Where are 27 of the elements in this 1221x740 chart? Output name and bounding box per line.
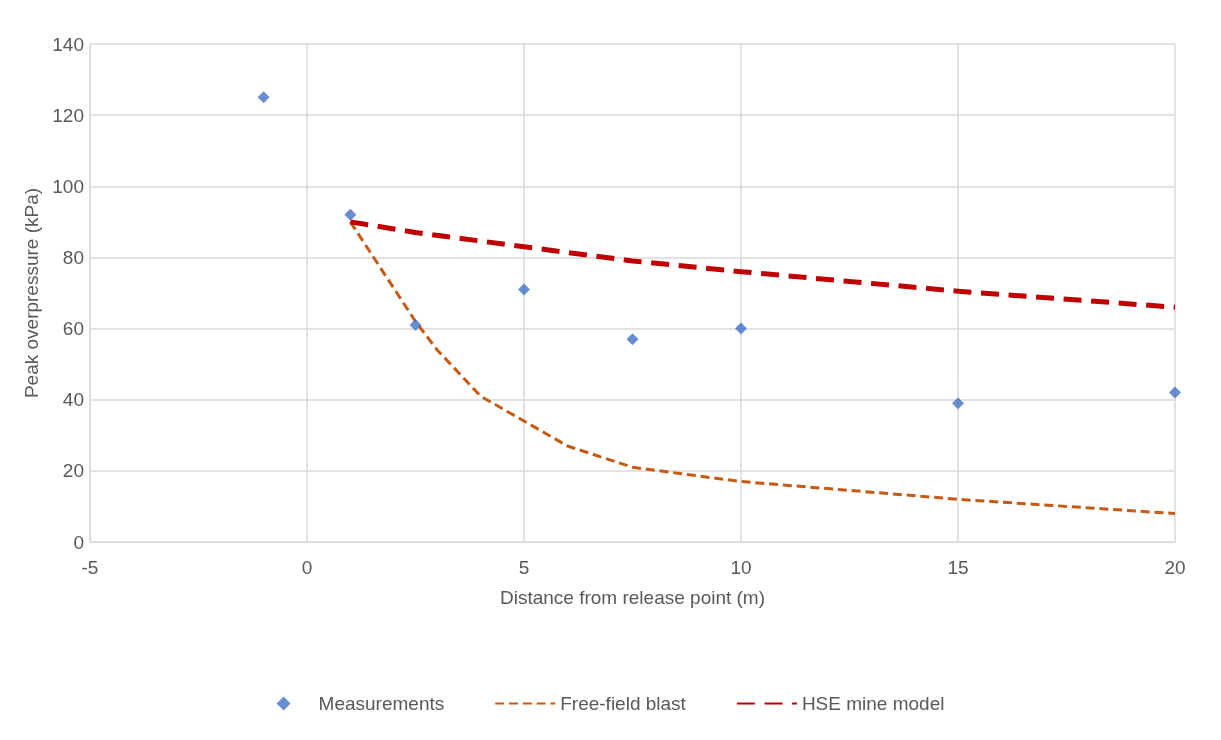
- point: [344, 208, 357, 221]
- y-tick-label: 140: [52, 33, 84, 55]
- legend-label: Free-field blast: [560, 693, 687, 714]
- x-tick-label: 5: [518, 557, 530, 578]
- point: [952, 397, 964, 410]
- x-tick-label: 20: [1164, 557, 1186, 578]
- y-tick-label: 0: [73, 531, 84, 553]
- point: [1169, 386, 1181, 399]
- x-tick-label: 10: [730, 557, 752, 578]
- y-tick-label: 120: [52, 104, 84, 126]
- y-tick-label: 20: [62, 460, 84, 482]
- y-tick-label: 40: [62, 389, 84, 411]
- x-axis-title: Distance from release point (m): [499, 587, 766, 608]
- legend-label: HSE mine model: [801, 693, 945, 714]
- x-tick-label: -5: [81, 557, 99, 578]
- y-tick-label: 80: [62, 246, 84, 268]
- point: [518, 283, 530, 296]
- point: [626, 333, 639, 346]
- y-axis-title: Peak overpressure (kPa): [21, 187, 43, 399]
- x-tick-label: 0: [301, 557, 313, 578]
- y-tick-label: 60: [62, 318, 84, 340]
- legend-label: Measurements: [318, 693, 445, 714]
- point: [409, 319, 422, 332]
- y-tick-label: 100: [52, 175, 84, 197]
- point: [735, 322, 747, 335]
- x-tick-label: 15: [947, 557, 969, 578]
- point: [257, 91, 270, 104]
